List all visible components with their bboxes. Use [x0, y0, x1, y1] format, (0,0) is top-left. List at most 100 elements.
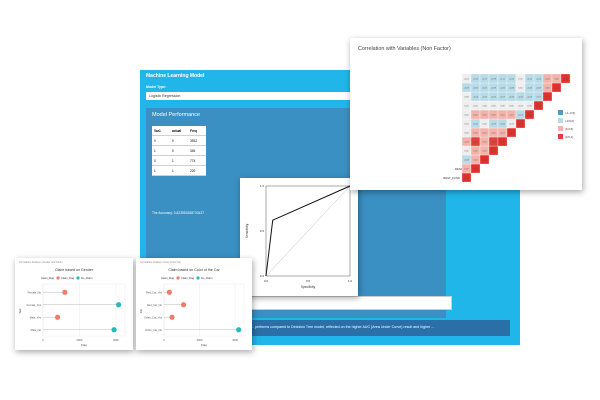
table-row: 0 0 3932 — [152, 135, 206, 146]
roc-chart-panel: 0.0 0.5 1.0 0.0 0.5 1.0 Specificity Sensitivity — [240, 178, 358, 296]
category-label: Other_Car_Yes — [144, 315, 162, 319]
color-lollipop-chart: Claim_Flag Claim_Flag No_Claim 0 2000 4000 Fre… — [139, 276, 245, 347]
output-strip — [248, 296, 452, 310]
legend-dot — [176, 276, 180, 280]
heatmap-cell-value: 0.40 — [545, 79, 550, 81]
correlation-heatmap: REST_FUND1.00RESIDENT0.071.00AGE-0.040.1… — [443, 73, 575, 183]
heatmap-cell-value: 0.02 — [464, 133, 469, 135]
heatmap-cell-value: 0.00 — [500, 106, 505, 108]
performance-title: Model Performance — [152, 112, 200, 118]
heatmap-cell-value: 0.10 — [509, 115, 514, 117]
table-cell: 220 — [188, 165, 206, 176]
heatmap-cell-value: -0.07 — [500, 97, 506, 99]
category-label: Male_No — [31, 328, 42, 332]
plot-area — [163, 283, 245, 337]
x-axis-label: Freq — [81, 343, 87, 347]
lollipop-point — [236, 327, 242, 333]
category-label: Red_Car_Yes — [146, 290, 163, 294]
legend-label: (-0.5,0] — [565, 119, 574, 123]
legend-label: Claim_Flag — [61, 276, 75, 280]
heatmap-cell-value: 0.26 — [491, 115, 496, 117]
x-tick-label: 2000 — [197, 338, 203, 342]
heatmap-cell-value: -0.01 — [509, 124, 515, 126]
heatmap-cell-value: -0.11 — [500, 79, 506, 81]
heatmap-cell-value: -0.01 — [464, 79, 470, 81]
heatmap-cell-value: 1.00 — [554, 88, 559, 90]
heatmap-cell-value: 0.00 — [482, 106, 487, 108]
heatmap-cell-value: 0.30 — [491, 133, 496, 135]
heatmap-cell-value: -0.01 — [518, 106, 524, 108]
variable-label: REST_FUND — [443, 176, 460, 180]
table-cell: 1 — [170, 165, 188, 176]
table-cell: 0 — [170, 145, 188, 156]
heatmap-cell-value: -0.06 — [491, 97, 497, 99]
x-tick-label: 0.0 — [264, 279, 269, 283]
heatmap-cell-value: -0.06 — [473, 79, 479, 81]
heatmap-cell-value: -0.06 — [509, 79, 515, 81]
heatmap-cell-value: 0.16 — [482, 133, 487, 135]
table-row: 1 1 220 — [152, 165, 206, 176]
legend-swatch — [558, 110, 563, 115]
heatmap-cell-value: 0.16 — [482, 115, 487, 117]
legend-swatch — [558, 126, 563, 131]
y-axis-label: Car — [139, 309, 143, 314]
heatmap-cell-value: 1.00 — [509, 133, 514, 135]
heatmap-cell-value: 1.00 — [473, 169, 478, 171]
heatmap-cell-value: 0.01 — [464, 124, 469, 126]
y-tick-label: 0.0 — [260, 274, 265, 278]
heatmap-cell-value: 0.23 — [500, 133, 505, 135]
legend-title: Claim_Flag — [161, 276, 175, 280]
heatmap-cell-value: -0.05 — [473, 88, 479, 90]
heatmap-cell-value: 0.02 — [464, 151, 469, 153]
heatmap-cell-value: 1.00 — [500, 142, 505, 144]
chart-caption: Correlation between Color of the Car — [140, 261, 181, 264]
heatmap-cell-value: 0.01 — [464, 106, 469, 108]
heatmap-cell-value: 1.00 — [482, 160, 487, 162]
legend-label: (0,0.5] — [565, 127, 573, 131]
heatmap-cell-value: 0.01 — [482, 124, 487, 126]
heatmap-cell-value: 0.42 — [500, 115, 505, 117]
heatmap-cell-value: 0.00 — [491, 106, 496, 108]
roc-curve — [265, 185, 351, 277]
correlation-title: Correlation with Variables (Non Factor) — [358, 46, 451, 52]
heatmap-cell-value: -0.09 — [491, 88, 497, 90]
y-tick-label: 1.0 — [260, 184, 265, 188]
reference-diagonal — [265, 185, 351, 277]
table-header-row: Var1 actual Freq — [152, 126, 206, 136]
table-cell: 1 — [152, 145, 170, 156]
heatmap-cell-value: 0.02 — [473, 106, 478, 108]
heatmap-cell-value: -0.04 — [527, 79, 533, 81]
heatmap-cell-value: -0.03 — [536, 88, 542, 90]
category-label: Female_No — [28, 290, 42, 294]
heatmap-cell-value: -0.04 — [473, 97, 479, 99]
heatmap-cell-value: -0.07 — [482, 79, 488, 81]
heatmap-cell — [560, 73, 571, 84]
chart-title: Claim based on Color of the Car — [168, 268, 220, 272]
plot-area — [42, 283, 126, 337]
lollipop-point — [62, 289, 68, 295]
heatmap-cell-value: -0.08 — [509, 88, 515, 90]
heatmap-cell-value: -0.05 — [500, 124, 506, 126]
model-type-select[interactable]: Logistic Regression — [146, 92, 446, 100]
table-cell: 0 — [152, 135, 170, 146]
roc-chart: 0.0 0.5 1.0 0.0 0.5 1.0 Specificity Sensitivity — [245, 184, 352, 289]
heatmap-cell-value: 0.00 — [527, 106, 532, 108]
heatmap-cell-value: -0.10 — [500, 88, 506, 90]
summary-banner: ... performs compared to Decision Tree m… — [248, 320, 510, 336]
lollipop-point — [180, 302, 187, 308]
table-cell: 1 — [170, 155, 188, 166]
table-row: 0 1 774 — [152, 155, 206, 166]
chart-caption: Correlation between Gender and Churn — [19, 261, 63, 264]
legend-label: Claim_Flag — [181, 276, 195, 280]
lollipop-point — [54, 314, 61, 320]
heatmap-cell-value: -0.03 — [527, 97, 533, 99]
lollipop-point — [116, 302, 122, 308]
accuracy-text: The Accuracy: 0.823953158703137 — [152, 211, 205, 215]
x-tick-label: 4000 — [113, 338, 119, 342]
table-cell: 0 — [152, 155, 170, 166]
heatmap-cell-value: -0.03 — [491, 124, 497, 126]
heatmap-cell-value: -0.09 — [491, 79, 497, 81]
heatmap-cell-value: 1.00 — [518, 124, 523, 126]
table-cell: 774 — [188, 155, 206, 166]
x-tick-label: 0 — [42, 338, 44, 342]
